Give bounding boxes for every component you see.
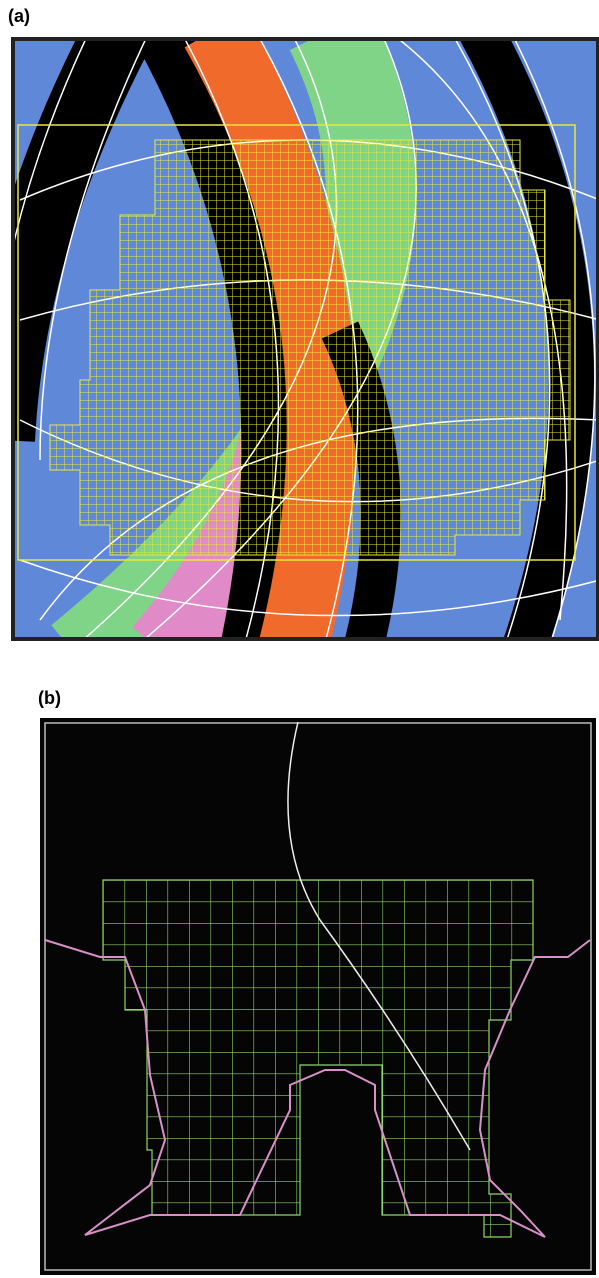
- panel-a-image: [0, 30, 599, 660]
- figure: (a) (b): [0, 0, 599, 1278]
- panel-label: (a): [8, 6, 30, 26]
- panel-label: (b): [38, 688, 61, 708]
